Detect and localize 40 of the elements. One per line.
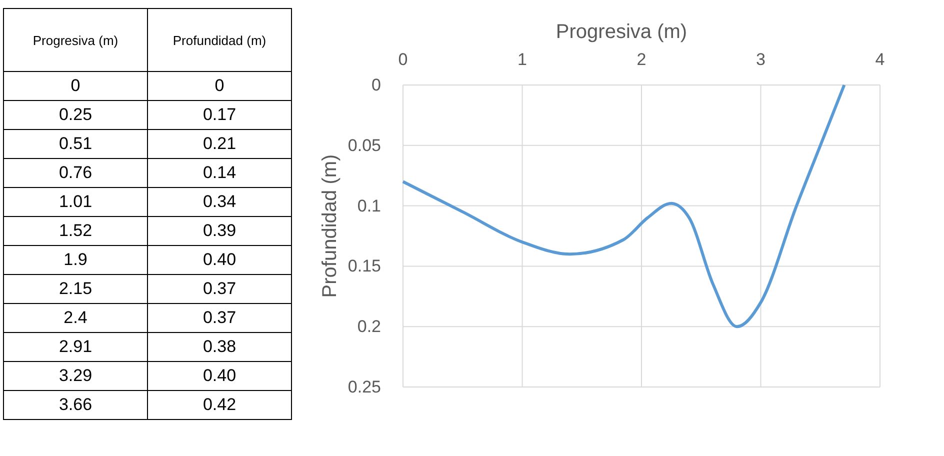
- text: 0.39: [202, 221, 236, 240]
- category-label: 0.76: [4, 158, 148, 188]
- category-label: 2.15: [4, 274, 148, 304]
- text: Progresiva (m): [4, 8, 148, 72]
- text: 0.14: [202, 163, 236, 182]
- text: Profundidad (m): [148, 8, 292, 72]
- text: 0.37: [202, 279, 236, 298]
- text: 0.40: [202, 366, 236, 385]
- x-axis-title: Progresiva (m): [556, 21, 688, 43]
- y-tick-label: 0: [372, 75, 381, 94]
- y-tick-label: 0.2: [357, 317, 381, 336]
- text: 0.38: [202, 337, 236, 356]
- category-label: 2.4: [4, 304, 148, 332]
- line-series: [402, 84, 846, 328]
- text: 0: [214, 76, 224, 95]
- x-tick-label: 3: [756, 50, 766, 69]
- y-tick-label: 0.1: [357, 196, 381, 216]
- category-label: 2.91: [4, 332, 148, 362]
- x-tick-label: 1: [518, 50, 527, 69]
- text: 0.37: [202, 308, 236, 327]
- category-label: 0: [4, 72, 148, 100]
- category-label: 0.51: [4, 130, 148, 158]
- y-tick-label: 0.15: [348, 256, 381, 276]
- category-label: 1.01: [4, 188, 148, 216]
- text: 0.42: [202, 395, 236, 414]
- text: 0.17: [202, 105, 236, 124]
- x-tick-label: 2: [636, 50, 646, 69]
- y-tick-label: 0.25: [348, 377, 381, 396]
- text: 0.34: [202, 192, 236, 211]
- y-tick-label: 0.05: [348, 136, 381, 155]
- category-label: 1.52: [4, 216, 148, 246]
- x-tick-label: 0: [398, 50, 408, 69]
- x-tick-label: 4: [875, 50, 885, 69]
- category-label: 3.29: [4, 362, 148, 390]
- text: 0.21: [202, 134, 236, 153]
- category-label: 0.25: [4, 100, 148, 130]
- category-label: 1.9: [4, 246, 148, 274]
- text: 0.40: [202, 250, 236, 269]
- y-axis-title: Profundidad (m): [319, 154, 341, 298]
- category-label: 3.66: [4, 390, 148, 420]
